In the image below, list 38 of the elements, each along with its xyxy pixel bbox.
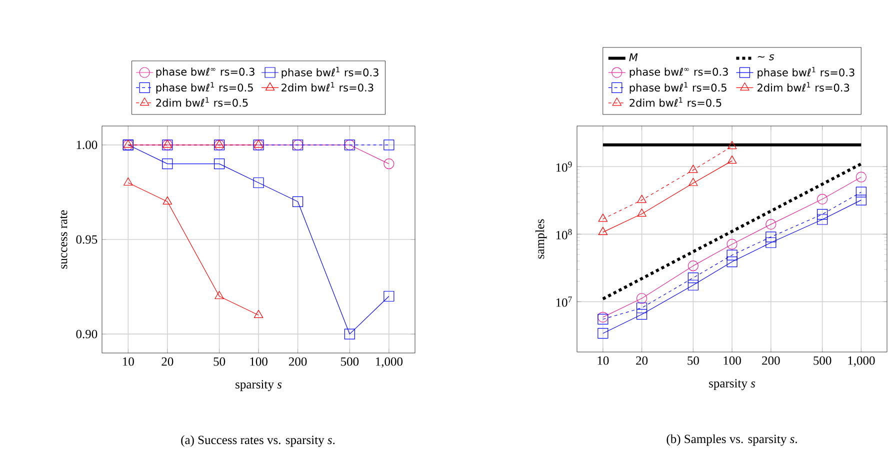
x-tick-label: 200 (762, 356, 780, 365)
y-tick-label: 0.95 (76, 235, 98, 244)
x-tick-label: 200 (288, 357, 307, 366)
y-tick-label: 10$^{7}$ (556, 296, 572, 307)
legend-label: 2dim bwℓ$^{1}$ rs=0.3 (758, 82, 850, 92)
legend-label: ∼ s (758, 54, 774, 60)
y-tick-label: 10$^{8}$ (556, 229, 572, 240)
x-tick-label: 500 (341, 357, 359, 366)
y-axis-title: samples (535, 219, 547, 259)
y-tick-label: 0.90 (76, 330, 98, 338)
y-axis-title: success rate (60, 210, 68, 269)
text: (a) Success rates vs. sparsity s. (181, 435, 335, 447)
legend-label: phase bwℓ$^{1}$ rs=0.3 (282, 66, 378, 78)
text: (b) Samples vs. sparsity s. (666, 434, 797, 446)
legend-label: phase bwℓ$^{1}$ rs=0.3 (758, 66, 854, 78)
x-tick-label: 20 (162, 357, 174, 366)
x-tick-label: 1,000 (848, 356, 875, 367)
legend-label: phase bwℓ$^{1}$ rs=0.5 (630, 82, 726, 94)
legend-label: 2dim bwℓ$^{1}$ rs=0.3 (282, 82, 374, 92)
y-tick-label: 10$^{9}$ (556, 162, 572, 172)
legend-label: phase bwℓ$^{∞}$ rs=0.3 (630, 68, 728, 78)
x-tick-label: 20 (636, 356, 648, 365)
x-tick-label: 10 (598, 356, 609, 365)
legend-label: phase bwℓ$^{1}$ rs=0.5 (156, 82, 253, 94)
x-axis-title: sparsity s (709, 379, 756, 390)
y-tick-label: 1.00 (76, 140, 98, 150)
x-tick-label: 50 (688, 356, 699, 365)
legend-label: M (629, 53, 638, 62)
x-tick-label: 10 (123, 357, 134, 366)
x-tick-label: 50 (214, 357, 226, 366)
x-tick-label: 500 (814, 356, 832, 365)
legend-label: 2dim bwℓ$^{1}$ rs=0.5 (156, 97, 248, 107)
x-tick-label: 100 (724, 356, 741, 365)
x-tick-label: 1,000 (376, 357, 403, 368)
x-axis-title: sparsity s (236, 380, 282, 392)
x-tick-label: 100 (250, 357, 268, 366)
legend-label: phase bwℓ$^{∞}$ rs=0.3 (156, 68, 254, 78)
legend-label: 2dim bwℓ$^{1}$ rs=0.5 (630, 97, 722, 107)
